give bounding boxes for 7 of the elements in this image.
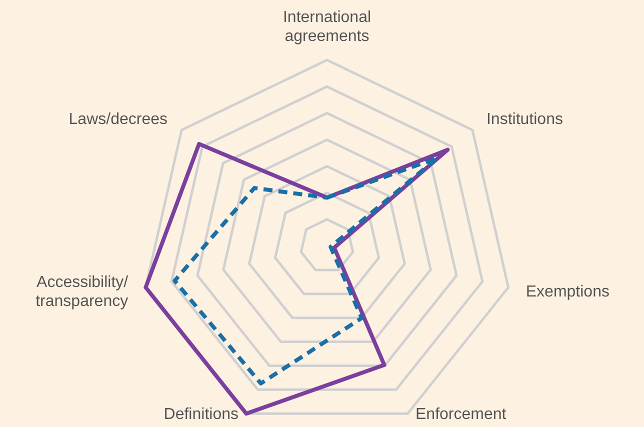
spoke-label: Laws/decrees (68, 110, 168, 128)
spoke-label: International agreements (282, 8, 372, 44)
spoke-label: Accessibility/ transparency (36, 273, 129, 310)
spoke-label: Exemptions (526, 282, 610, 300)
spoke-label: Enforcement (416, 406, 507, 422)
spoke-label: Institutions (486, 110, 563, 128)
spoke-label: Definitions (164, 406, 238, 422)
